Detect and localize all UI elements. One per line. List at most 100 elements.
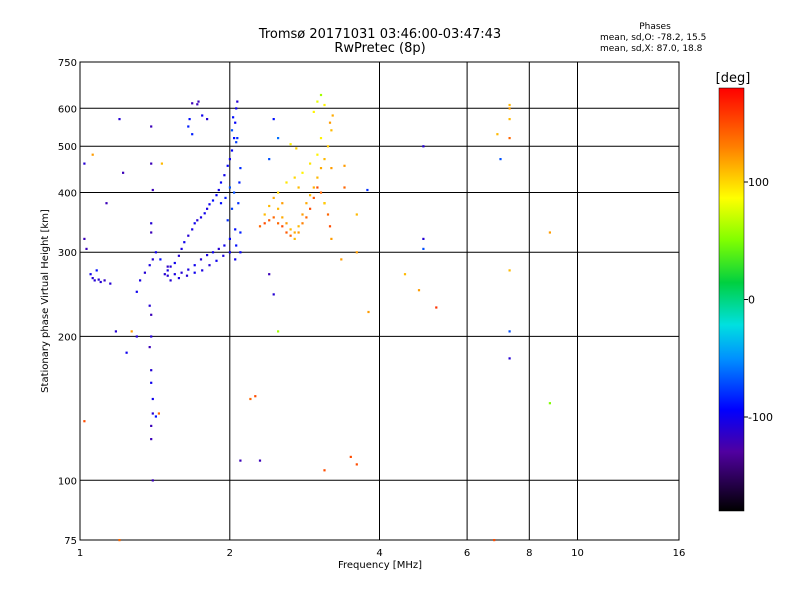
data-point <box>118 539 121 542</box>
data-point <box>151 479 154 482</box>
x-tick-label: 16 <box>673 548 686 559</box>
y-tick-label: 75 <box>64 536 77 547</box>
data-point <box>272 118 275 121</box>
data-point <box>105 202 108 205</box>
data-point <box>91 277 94 280</box>
data-point <box>215 194 218 197</box>
data-point <box>508 103 511 107</box>
data-point <box>159 258 162 261</box>
data-point <box>237 202 240 205</box>
data-point <box>293 237 296 240</box>
data-point <box>199 258 203 261</box>
data-point <box>222 254 225 257</box>
data-point <box>268 219 271 222</box>
data-point <box>150 424 153 427</box>
data-point <box>239 251 242 254</box>
data-point <box>143 271 146 274</box>
data-point <box>312 196 315 199</box>
data-point <box>83 420 86 423</box>
data-point <box>301 171 304 174</box>
y-tick-label: 300 <box>58 248 77 259</box>
y-tick-label: 100 <box>58 476 77 487</box>
data-point <box>281 216 284 219</box>
data-point <box>196 103 199 106</box>
data-point <box>150 125 153 128</box>
colorbar-tick-label: 0 <box>748 294 755 307</box>
data-point <box>493 539 496 542</box>
data-point <box>316 176 319 179</box>
data-point <box>319 191 323 194</box>
data-point <box>235 107 238 110</box>
data-point <box>193 264 196 267</box>
data-point <box>508 357 511 360</box>
data-point <box>508 107 511 110</box>
data-point <box>201 114 204 117</box>
data-point <box>295 147 298 150</box>
data-point <box>150 313 153 316</box>
data-point <box>289 228 292 231</box>
data-point <box>230 207 234 210</box>
data-point <box>366 188 369 192</box>
data-point <box>289 143 292 146</box>
data-point <box>312 186 315 189</box>
data-point <box>151 412 154 415</box>
data-point <box>238 181 241 184</box>
data-point <box>226 164 229 167</box>
data-point <box>323 158 326 161</box>
data-point <box>234 228 237 231</box>
data-point <box>277 207 280 210</box>
data-point <box>249 397 252 401</box>
data-point <box>239 459 242 462</box>
data-point <box>166 274 169 277</box>
data-point <box>93 279 96 282</box>
data-point <box>228 251 231 254</box>
data-point <box>228 158 231 161</box>
data-point <box>114 330 117 333</box>
data-point <box>118 118 121 121</box>
data-point <box>217 188 220 192</box>
data-point <box>151 188 154 192</box>
data-point <box>235 141 238 144</box>
y-tick-label: 400 <box>58 189 77 200</box>
colorbar-ticks: -100 0 100 <box>744 176 773 424</box>
colorbar-tick-label: 100 <box>748 176 769 189</box>
data-point <box>272 196 275 199</box>
data-point <box>201 269 204 272</box>
data-point <box>109 282 112 285</box>
data-point <box>330 167 333 170</box>
data-point <box>187 268 190 271</box>
data-point <box>223 174 226 177</box>
data-point <box>236 100 239 103</box>
data-point <box>187 234 190 237</box>
data-point <box>326 145 330 148</box>
data-point <box>258 459 262 462</box>
data-point <box>211 199 215 202</box>
data-point <box>185 274 189 277</box>
data-point <box>148 304 151 307</box>
data-point <box>206 207 209 210</box>
data-point <box>154 251 157 254</box>
data-point <box>403 273 407 276</box>
data-point <box>349 455 352 458</box>
data-point <box>239 231 242 234</box>
x-tick-label: 4 <box>376 548 382 559</box>
data-point <box>160 162 163 165</box>
data-point <box>309 162 312 165</box>
data-point <box>263 213 266 216</box>
data-point <box>95 269 98 272</box>
data-point <box>187 125 190 128</box>
data-point <box>103 279 106 282</box>
data-point <box>169 279 172 282</box>
data-point <box>148 346 151 349</box>
data-point <box>230 149 234 152</box>
data-point <box>125 351 128 354</box>
data-point <box>193 271 196 274</box>
y-tick-label: 600 <box>58 104 77 115</box>
data-point <box>508 137 511 140</box>
data-point <box>422 237 425 240</box>
data-point <box>219 181 223 184</box>
x-tick-label: 6 <box>464 548 470 559</box>
phases-legend: Phases mean, sd,O: -78.2, 15.5 mean, sd,… <box>600 22 710 55</box>
data-point <box>316 100 319 103</box>
